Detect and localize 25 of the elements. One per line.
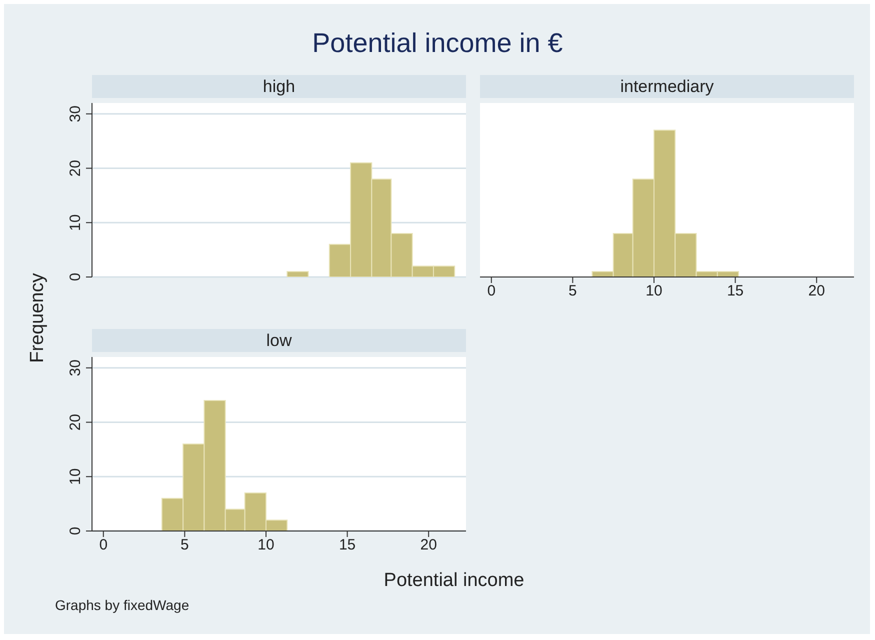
chart-subtitle: intermediary bbox=[480, 75, 854, 98]
chart-subtitle: high bbox=[92, 75, 466, 98]
x-tick-label: 5 bbox=[568, 282, 577, 300]
y-tick-label: 10 bbox=[67, 214, 84, 231]
x-axis-title: Potential income bbox=[384, 570, 524, 592]
y-tick-label: 0 bbox=[67, 272, 84, 282]
x-tick-label: 10 bbox=[646, 282, 662, 300]
y-tick-label: 30 bbox=[67, 106, 84, 122]
y-axis-title: Frequency bbox=[27, 273, 49, 363]
x-tick-label: 20 bbox=[808, 282, 825, 300]
y-tick-label: 30 bbox=[67, 360, 84, 376]
x-tick-label: 15 bbox=[338, 536, 356, 554]
y-tick-label: 20 bbox=[67, 414, 84, 431]
y-tick-label: 20 bbox=[67, 160, 84, 177]
x-tick-label: 5 bbox=[180, 536, 189, 554]
y-tick-label: 10 bbox=[67, 468, 84, 485]
x-tick-label: 10 bbox=[258, 536, 274, 554]
chart-title: Potential income in € bbox=[311, 28, 564, 59]
x-tick-label: 0 bbox=[99, 536, 108, 554]
x-tick-label: 20 bbox=[420, 536, 437, 554]
chart-subtitle: low bbox=[92, 329, 466, 352]
text: Graphs by fixedWage bbox=[55, 597, 190, 613]
y-tick-label: 0 bbox=[67, 526, 84, 536]
x-tick-label: 15 bbox=[726, 282, 744, 300]
x-tick-label: 0 bbox=[487, 282, 496, 300]
